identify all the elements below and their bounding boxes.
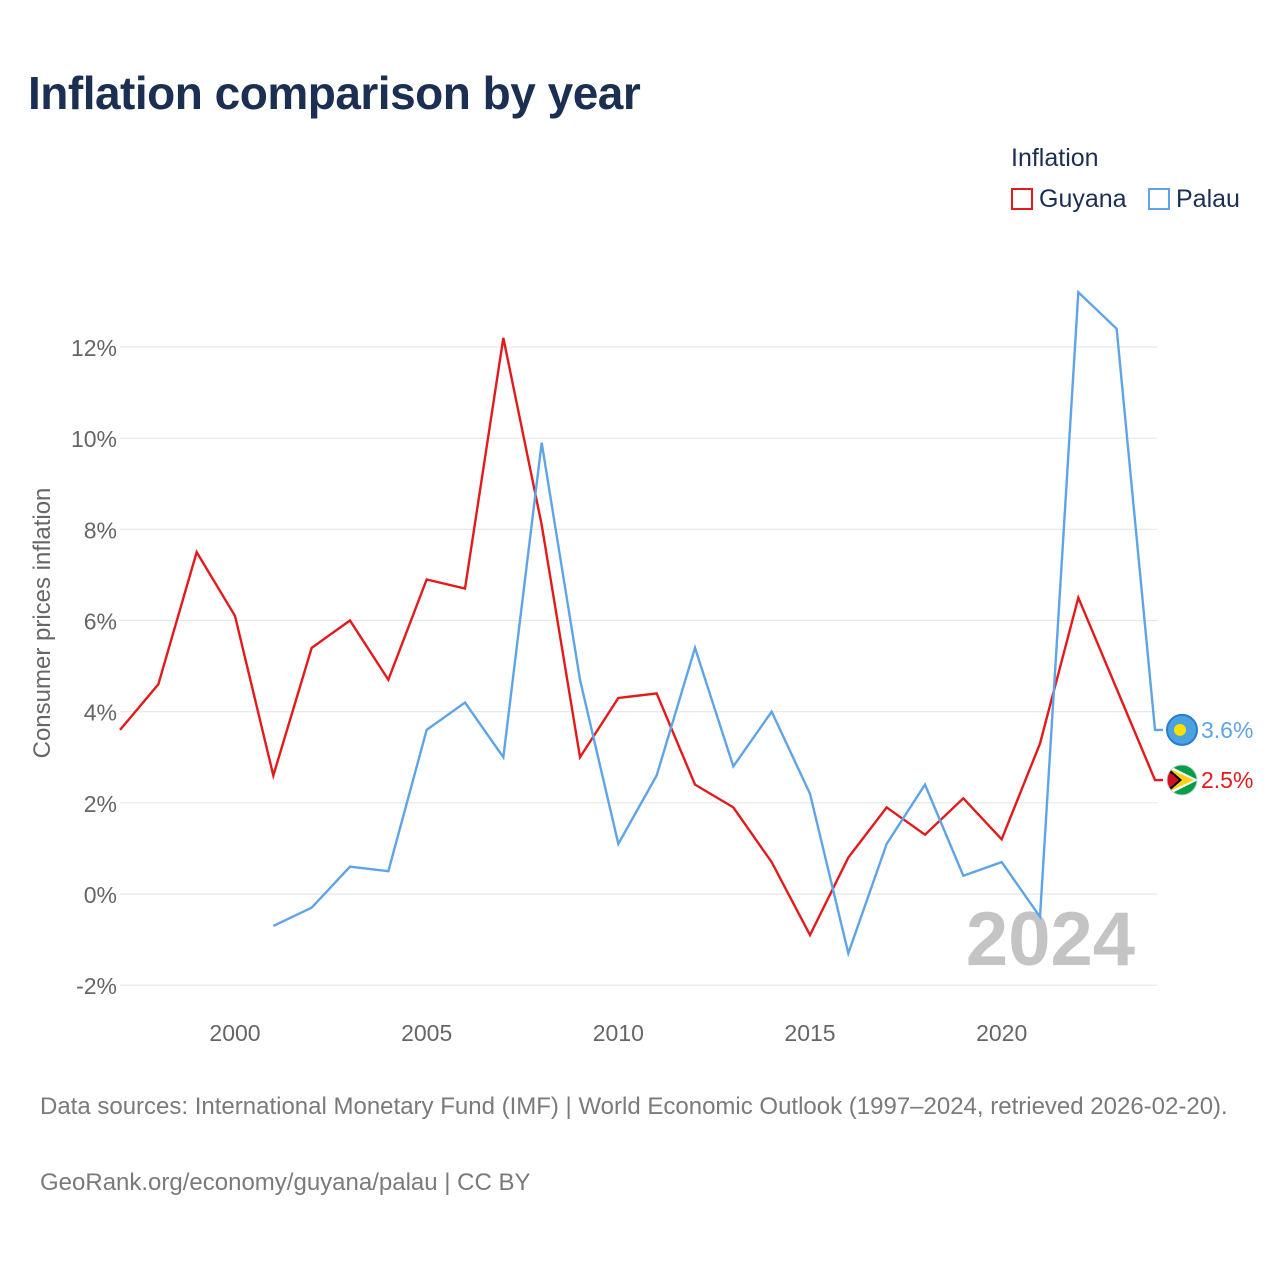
y-tick-label: 4% (84, 700, 117, 726)
y-axis-ticks: -2% 0% 2% 4% 6% 8% 10% 12% (71, 335, 117, 999)
series-lines (119, 289, 1163, 958)
y-tick-label: 12% (71, 335, 117, 361)
data-source-note: Data sources: International Monetary Fun… (40, 1093, 1228, 1120)
legend-item-palau[interactable]: Palau (1148, 184, 1240, 214)
end-label-palau: 3.6% (1201, 717, 1253, 743)
x-tick-label: 2020 (976, 1020, 1027, 1046)
y-tick-label: 8% (84, 517, 117, 543)
y-tick-label: 10% (71, 426, 117, 452)
legend-label-guyana: Guyana (1039, 184, 1127, 213)
flag-icon-guyana (1166, 764, 1198, 796)
chart-title: Inflation comparison by year (28, 67, 641, 119)
legend-swatch-palau (1148, 188, 1170, 210)
legend-swatch-guyana (1011, 188, 1033, 210)
y-tick-label: 0% (84, 882, 117, 908)
series-line-guyana[interactable] (119, 337, 1163, 938)
credit-link[interactable]: GeoRank.org/economy/guyana/palau | CC BY (40, 1169, 531, 1196)
y-tick-label: 2% (84, 791, 117, 817)
y-tick-label: -2% (76, 973, 117, 999)
x-axis-ticks: 2000 2005 2010 2015 2020 (209, 1020, 1027, 1046)
x-tick-label: 2015 (784, 1020, 835, 1046)
x-tick-label: 2005 (401, 1020, 452, 1046)
x-tick-label: 2000 (209, 1020, 260, 1046)
y-axis-label: Consumer prices inflation (29, 488, 56, 759)
flag-icon-palau (1166, 713, 1198, 746)
legend-item-guyana[interactable]: Guyana (1011, 184, 1127, 214)
year-watermark: 2024 (966, 897, 1135, 982)
y-tick-label: 6% (84, 609, 117, 635)
legend-label-palau: Palau (1176, 184, 1240, 213)
end-markers: 2.5% 3.6% (1166, 713, 1253, 796)
gridlines (120, 346, 1157, 986)
legend-title: Inflation (1011, 144, 1099, 172)
series-line-palau[interactable] (272, 289, 1163, 958)
end-label-guyana: 2.5% (1201, 767, 1253, 793)
x-tick-label: 2010 (593, 1020, 644, 1046)
